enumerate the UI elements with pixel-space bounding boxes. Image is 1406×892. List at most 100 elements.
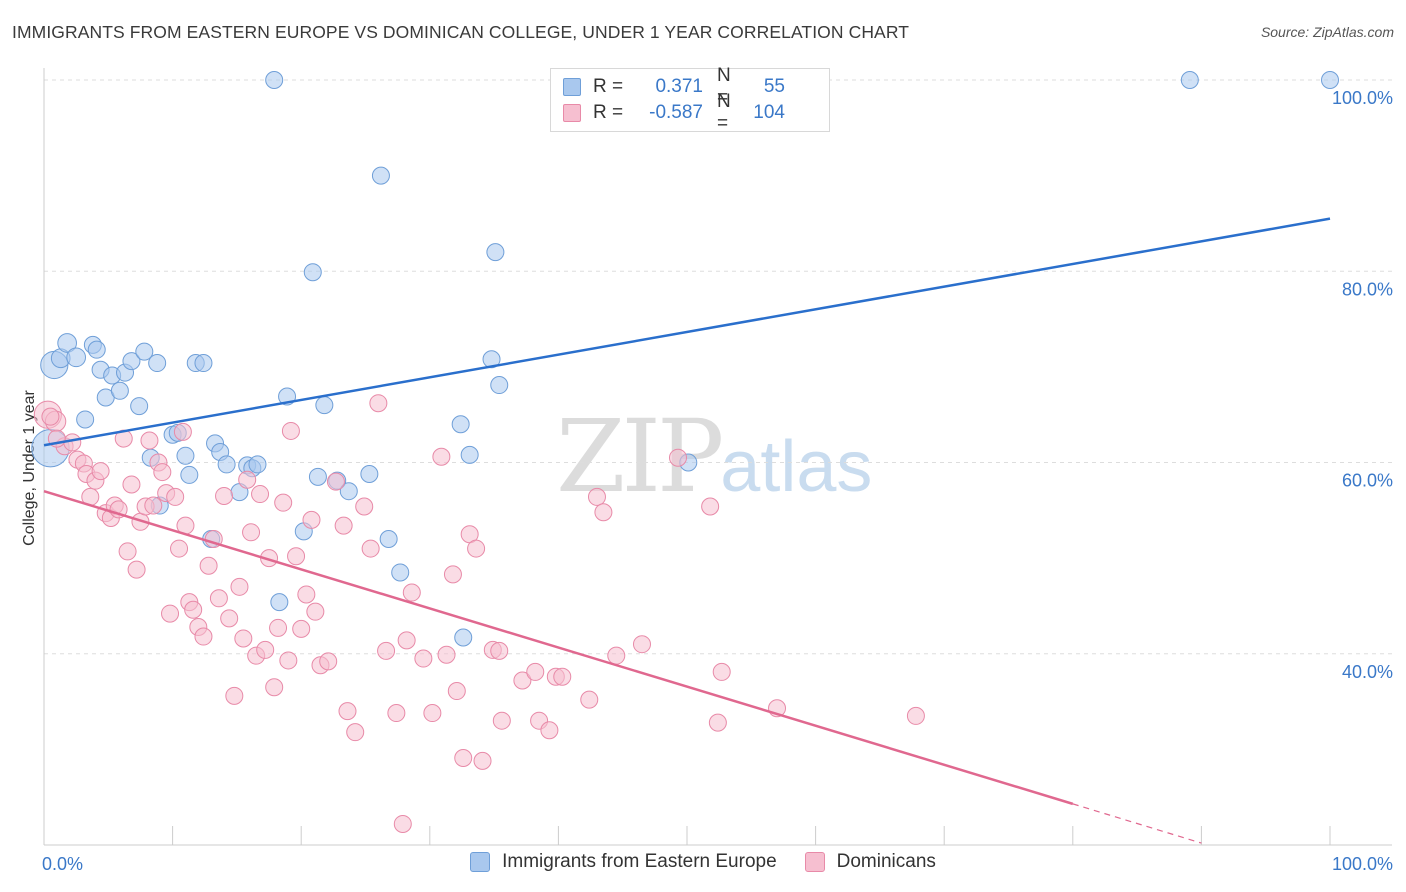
point-eastern-europe — [176, 446, 195, 465]
point-dominicans — [513, 671, 532, 690]
point-dominicans — [153, 463, 172, 482]
point-dominicans — [346, 723, 365, 742]
legend-r-value: -0.587 — [649, 102, 703, 123]
point-dominicans — [302, 510, 321, 529]
point-dominicans — [473, 751, 492, 770]
trend-line-eastern-europe — [43, 217, 1331, 447]
point-dominicans — [540, 721, 559, 740]
point-dominicans — [701, 497, 720, 516]
point-eastern-europe — [130, 397, 149, 416]
point-dominicans — [281, 421, 300, 440]
legend-n-value: 104 — [753, 102, 785, 123]
y-tick-label: 40.0% — [1342, 662, 1393, 682]
point-dominicans — [369, 394, 388, 413]
point-dominicans — [397, 631, 416, 650]
point-dominicans — [594, 503, 613, 522]
point-dominicans — [173, 422, 192, 441]
point-eastern-europe — [180, 465, 199, 484]
legend-label: Immigrants from Eastern Europe — [502, 851, 777, 872]
y-tick-label: 100.0% — [1332, 88, 1393, 108]
legend-row-eastern-europe: R = 0.371 N = 55 — [563, 65, 785, 108]
y-tick-label: 60.0% — [1342, 471, 1393, 491]
x-tick-label: 100.0% — [1332, 854, 1393, 874]
point-eastern-europe — [490, 376, 509, 395]
point-dominicans — [906, 706, 925, 725]
point-dominicans — [393, 814, 412, 833]
point-dominicans — [292, 619, 311, 638]
point-eastern-europe — [308, 467, 327, 486]
point-dominicans — [361, 539, 380, 558]
point-eastern-europe — [87, 340, 106, 359]
point-dominicans — [580, 690, 599, 709]
watermark: ZIPatlas — [556, 398, 872, 515]
point-eastern-europe — [148, 354, 167, 373]
point-dominicans — [297, 585, 316, 604]
legend-r-value: 0.371 — [655, 76, 703, 97]
point-eastern-europe — [454, 628, 473, 647]
point-eastern-europe — [303, 263, 322, 282]
point-dominicans — [668, 448, 687, 467]
point-dominicans — [144, 496, 163, 515]
point-dominicans — [184, 600, 203, 619]
point-dominicans — [140, 431, 159, 450]
point-dominicans — [490, 641, 509, 660]
point-dominicans — [334, 516, 353, 535]
point-dominicans — [265, 678, 284, 697]
point-dominicans — [41, 407, 60, 426]
point-dominicans — [194, 627, 213, 646]
point-dominicans — [454, 748, 473, 767]
legend-swatch-pink — [804, 852, 825, 872]
point-eastern-europe — [122, 352, 141, 371]
point-eastern-europe — [57, 333, 77, 353]
point-dominicans — [161, 604, 180, 623]
point-eastern-europe — [486, 243, 505, 262]
point-dominicans — [209, 589, 228, 608]
series-legend: Immigrants from Eastern Europe Dominican… — [0, 851, 1406, 873]
legend-n-label: N = — [717, 65, 731, 108]
point-eastern-europe — [217, 455, 236, 474]
point-eastern-europe — [1321, 71, 1339, 89]
point-eastern-europe — [360, 464, 379, 483]
point-dominicans — [269, 618, 288, 637]
point-dominicans — [238, 470, 257, 489]
point-dominicans — [587, 487, 606, 506]
point-dominicans — [338, 702, 357, 721]
point-dominicans — [215, 486, 234, 505]
point-dominicans — [708, 713, 727, 732]
point-dominicans — [170, 539, 189, 558]
point-dominicans — [274, 493, 293, 512]
point-eastern-europe — [339, 482, 358, 501]
point-dominicans — [118, 542, 137, 561]
point-dominicans — [199, 556, 218, 575]
point-dominicans — [279, 651, 298, 670]
point-dominicans — [632, 635, 651, 654]
legend-item-eastern-europe: Immigrants from Eastern Europe — [470, 851, 777, 873]
point-dominicans — [234, 629, 253, 648]
point-dominicans — [423, 704, 442, 723]
point-dominicans — [225, 686, 244, 705]
point-eastern-europe — [194, 354, 213, 373]
point-dominicans — [437, 645, 456, 664]
point-eastern-europe — [451, 415, 470, 434]
point-eastern-europe — [391, 563, 410, 582]
point-dominicans — [242, 523, 261, 542]
legend-swatch-pink — [563, 104, 581, 122]
point-eastern-europe — [248, 455, 267, 474]
point-eastern-europe — [270, 593, 289, 612]
point-eastern-europe — [110, 381, 129, 400]
point-dominicans — [553, 667, 572, 686]
point-dominicans — [443, 565, 462, 584]
point-dominicans — [326, 472, 345, 491]
point-dominicans — [377, 641, 396, 660]
point-eastern-europe — [460, 445, 479, 464]
legend-r-label: R = — [593, 102, 624, 123]
legend-swatch-blue — [470, 852, 491, 872]
legend-label: Dominicans — [836, 851, 936, 872]
point-dominicans — [355, 497, 374, 516]
point-dominicans — [122, 475, 141, 494]
point-eastern-europe — [482, 350, 501, 369]
y-axis-title: College, Under 1 year — [21, 390, 38, 546]
point-dominicans — [526, 662, 545, 681]
point-eastern-europe — [1180, 71, 1199, 89]
